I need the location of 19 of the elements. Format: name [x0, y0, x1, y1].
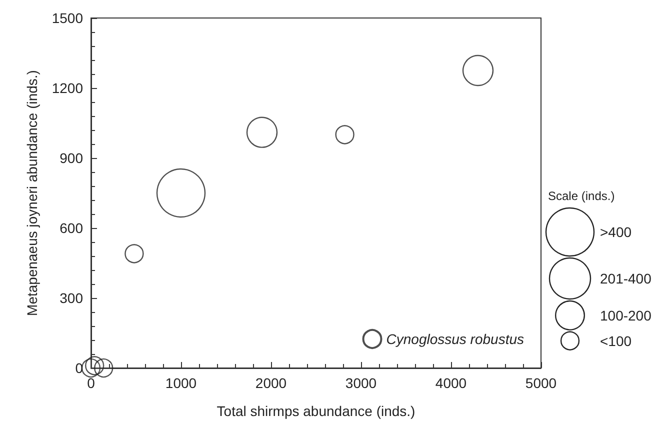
x-axis-title: Total shirmps abundance (inds.) [216, 403, 416, 419]
x-tick-label: 3000 [345, 375, 377, 391]
x-tick-label: 2000 [255, 375, 287, 391]
legend-label: <100 [600, 332, 632, 349]
legend-label: 201-400 [600, 270, 652, 287]
y-tick-label: 600 [60, 220, 84, 236]
y-tick-label: 1500 [52, 10, 84, 26]
legend-label: >400 [600, 224, 632, 240]
legend-label: 100-200 [600, 307, 652, 324]
legend-title: Scale (inds.) [548, 189, 615, 203]
y-tick-label: 900 [60, 150, 84, 166]
x-tick-label: 5000 [525, 375, 557, 391]
x-tick-label: 1000 [165, 375, 197, 391]
legend-label: Cynoglossus robustus [386, 331, 524, 347]
x-tick-label: 4000 [435, 375, 467, 391]
y-tick-label: 1200 [52, 80, 84, 96]
y-axis-title: Metapenaeus joyneri abundance (inds.) [24, 70, 40, 316]
x-tick-label: 0 [87, 375, 96, 391]
y-tick-label: 300 [60, 290, 84, 306]
